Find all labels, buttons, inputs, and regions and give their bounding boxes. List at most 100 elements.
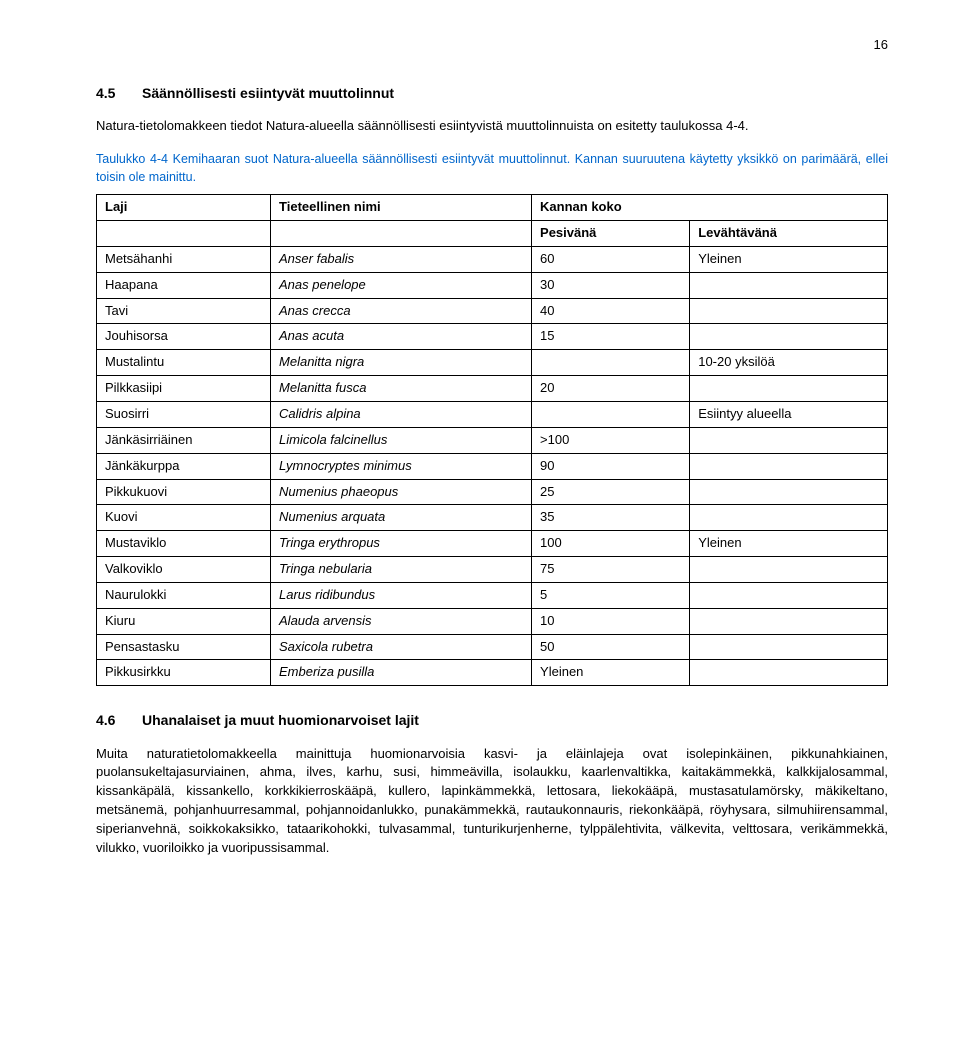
cell-tieteellinen: Anas acuta: [271, 324, 532, 350]
table-row: TaviAnas crecca40: [97, 298, 888, 324]
cell-laji: Pikkusirkku: [97, 660, 271, 686]
cell-levahtavana: [690, 608, 888, 634]
header-laji: Laji: [97, 195, 271, 221]
cell-levahtavana: [690, 634, 888, 660]
cell-laji: Pikkukuovi: [97, 479, 271, 505]
cell-levahtavana: Yleinen: [690, 531, 888, 557]
table-row: HaapanaAnas penelope30: [97, 272, 888, 298]
table-row: PikkusirkkuEmberiza pusillaYleinen: [97, 660, 888, 686]
cell-pesivana: [532, 401, 690, 427]
cell-laji: Valkoviklo: [97, 557, 271, 583]
cell-levahtavana: 10-20 yksilöä: [690, 350, 888, 376]
cell-laji: Pilkkasiipi: [97, 376, 271, 402]
section-46-paragraph: Muita naturatietolomakkeella mainittuja …: [96, 745, 888, 858]
cell-laji: Suosirri: [97, 401, 271, 427]
cell-tieteellinen: Larus ridibundus: [271, 582, 532, 608]
cell-pesivana: 50: [532, 634, 690, 660]
table-row: SuosirriCalidris alpina Esiintyy alueella: [97, 401, 888, 427]
cell-tieteellinen: Melanitta nigra: [271, 350, 532, 376]
table-header-row-2: Pesivänä Levähtävänä: [97, 221, 888, 247]
cell-laji: Metsähanhi: [97, 246, 271, 272]
cell-levahtavana: [690, 557, 888, 583]
cell-levahtavana: [690, 453, 888, 479]
header-empty-2: [271, 221, 532, 247]
cell-pesivana: 15: [532, 324, 690, 350]
cell-levahtavana: [690, 660, 888, 686]
cell-laji: Kiuru: [97, 608, 271, 634]
cell-levahtavana: [690, 582, 888, 608]
cell-pesivana: 40: [532, 298, 690, 324]
cell-laji: Kuovi: [97, 505, 271, 531]
cell-laji: Naurulokki: [97, 582, 271, 608]
header-levahtavana: Levähtävänä: [690, 221, 888, 247]
cell-pesivana: [532, 350, 690, 376]
table-row: MustalintuMelanitta nigra 10-20 yksilöä: [97, 350, 888, 376]
cell-levahtavana: [690, 427, 888, 453]
cell-tieteellinen: Tringa nebularia: [271, 557, 532, 583]
section-46-number: 4.6: [96, 710, 142, 730]
cell-tieteellinen: Anser fabalis: [271, 246, 532, 272]
header-empty-1: [97, 221, 271, 247]
table-row: PilkkasiipiMelanitta fusca20: [97, 376, 888, 402]
cell-tieteellinen: Numenius phaeopus: [271, 479, 532, 505]
cell-laji: Jouhisorsa: [97, 324, 271, 350]
table-caption: Taulukko 4-4 Kemihaaran suot Natura-alue…: [96, 150, 888, 186]
cell-tieteellinen: Tringa erythropus: [271, 531, 532, 557]
cell-tieteellinen: Emberiza pusilla: [271, 660, 532, 686]
cell-laji: Mustaviklo: [97, 531, 271, 557]
cell-pesivana: 5: [532, 582, 690, 608]
cell-pesivana: 60: [532, 246, 690, 272]
table-row: MustavikloTringa erythropus100Yleinen: [97, 531, 888, 557]
cell-pesivana: 25: [532, 479, 690, 505]
table-row: ValkovikloTringa nebularia75: [97, 557, 888, 583]
section-45-heading: 4.5Säännöllisesti esiintyvät muuttolinnu…: [96, 83, 888, 103]
header-kannan: Kannan koko: [532, 195, 888, 221]
cell-tieteellinen: Alauda arvensis: [271, 608, 532, 634]
cell-pesivana: Yleinen: [532, 660, 690, 686]
header-pesivana: Pesivänä: [532, 221, 690, 247]
cell-pesivana: 75: [532, 557, 690, 583]
cell-levahtavana: [690, 479, 888, 505]
cell-levahtavana: [690, 298, 888, 324]
cell-tieteellinen: Anas crecca: [271, 298, 532, 324]
table-row: JouhisorsaAnas acuta15: [97, 324, 888, 350]
section-46-heading: 4.6Uhanalaiset ja muut huomionarvoiset l…: [96, 710, 888, 730]
table-row: KiuruAlauda arvensis10: [97, 608, 888, 634]
cell-levahtavana: [690, 376, 888, 402]
cell-levahtavana: [690, 324, 888, 350]
cell-tieteellinen: Lymnocryptes minimus: [271, 453, 532, 479]
table-body: MetsähanhiAnser fabalis60YleinenHaapanaA…: [97, 246, 888, 685]
cell-levahtavana: Esiintyy alueella: [690, 401, 888, 427]
section-46-title: Uhanalaiset ja muut huomionarvoiset laji…: [142, 712, 419, 728]
cell-tieteellinen: Anas penelope: [271, 272, 532, 298]
cell-laji: Tavi: [97, 298, 271, 324]
species-table: Laji Tieteellinen nimi Kannan koko Pesiv…: [96, 194, 888, 686]
section-45-title: Säännöllisesti esiintyvät muuttolinnut: [142, 85, 394, 101]
table-row: JänkäkurppaLymnocryptes minimus90: [97, 453, 888, 479]
page-number: 16: [96, 36, 888, 55]
cell-tieteellinen: Calidris alpina: [271, 401, 532, 427]
table-row: PikkukuoviNumenius phaeopus25: [97, 479, 888, 505]
table-row: JänkäsirriäinenLimicola falcinellus>100: [97, 427, 888, 453]
cell-pesivana: 90: [532, 453, 690, 479]
table-row: NaurulokkiLarus ridibundus5: [97, 582, 888, 608]
cell-pesivana: 20: [532, 376, 690, 402]
cell-laji: Jänkäsirriäinen: [97, 427, 271, 453]
table-row: KuoviNumenius arquata35: [97, 505, 888, 531]
cell-levahtavana: [690, 272, 888, 298]
table-header-row-1: Laji Tieteellinen nimi Kannan koko: [97, 195, 888, 221]
cell-tieteellinen: Numenius arquata: [271, 505, 532, 531]
cell-laji: Pensastasku: [97, 634, 271, 660]
cell-tieteellinen: Saxicola rubetra: [271, 634, 532, 660]
cell-laji: Jänkäkurppa: [97, 453, 271, 479]
cell-pesivana: >100: [532, 427, 690, 453]
cell-laji: Mustalintu: [97, 350, 271, 376]
cell-levahtavana: [690, 505, 888, 531]
table-row: PensastaskuSaxicola rubetra50: [97, 634, 888, 660]
cell-pesivana: 35: [532, 505, 690, 531]
table-row: MetsähanhiAnser fabalis60Yleinen: [97, 246, 888, 272]
cell-tieteellinen: Limicola falcinellus: [271, 427, 532, 453]
cell-pesivana: 100: [532, 531, 690, 557]
header-tieteellinen: Tieteellinen nimi: [271, 195, 532, 221]
cell-pesivana: 10: [532, 608, 690, 634]
